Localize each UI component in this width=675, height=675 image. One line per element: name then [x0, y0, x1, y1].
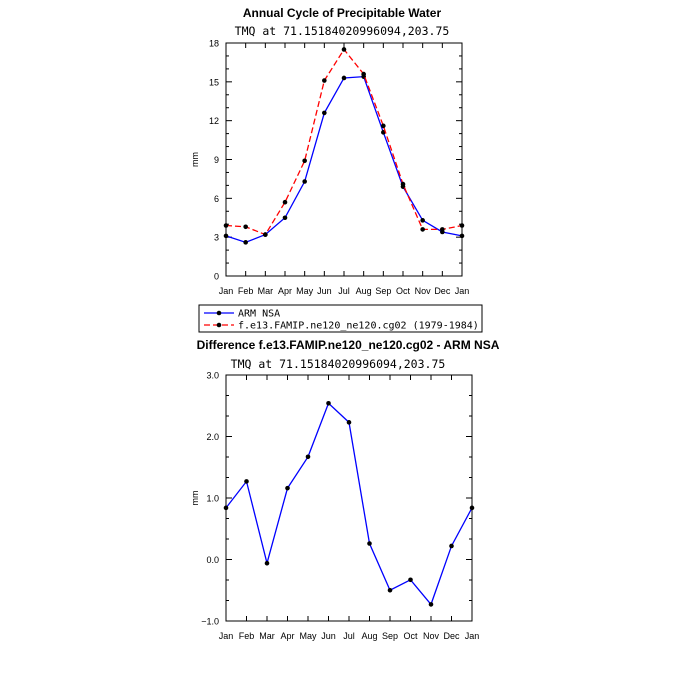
- data-point: [282, 215, 288, 221]
- data-point: [408, 577, 413, 583]
- y-tick-label: 6: [214, 194, 219, 204]
- legend-box: [198, 304, 483, 333]
- data-point: [341, 75, 347, 81]
- data-point: [440, 227, 445, 232]
- data-point: [326, 400, 331, 406]
- x-tick-label: Jul: [343, 631, 355, 641]
- y-tick-label: 18: [209, 39, 219, 49]
- y-tick-label: 0.0: [206, 555, 219, 565]
- x-tick-label: Aug: [361, 631, 377, 641]
- x-tick-label: Jan: [219, 286, 234, 296]
- y-tick-label: −1.0: [201, 617, 219, 627]
- data-point: [420, 227, 425, 232]
- chart1-plot: Jan Feb Mar Apr May Jun Jul Aug Sep Oct Nov Dec Jan0…: [190, 39, 469, 297]
- data-point: [428, 602, 434, 607]
- data-point: [459, 233, 465, 239]
- data-point: [223, 505, 229, 511]
- x-tick-label: Jun: [317, 286, 332, 296]
- y-tick-label: 0: [214, 272, 219, 282]
- x-tick-label: May: [296, 286, 314, 296]
- x-tick-label: Apr: [278, 286, 292, 296]
- x-tick-label: Jan: [219, 631, 234, 641]
- data-point: [305, 454, 311, 460]
- data-point: [341, 47, 347, 52]
- x-tick-label: Jul: [338, 286, 350, 296]
- data-point: [223, 233, 229, 239]
- chart1-title: Annual Cycle of Precipitable Water: [243, 6, 442, 20]
- data-point: [381, 123, 386, 129]
- x-tick-label: Oct: [403, 631, 418, 641]
- x-tick-label: Feb: [239, 631, 255, 641]
- y-axis-label: mm: [190, 152, 200, 167]
- y-tick-label: 3: [214, 233, 219, 243]
- data-point: [346, 420, 352, 425]
- x-tick-label: Sep: [375, 286, 391, 296]
- data-point: [282, 199, 288, 205]
- data-point: [322, 78, 327, 83]
- chart1-subtitle: TMQ at 71.15184020996094,203.75: [235, 24, 450, 38]
- data-point: [459, 223, 465, 228]
- data-point: [449, 543, 454, 549]
- y-tick-label: 2.0: [206, 432, 219, 442]
- x-tick-label: Nov: [415, 286, 432, 296]
- data-point: [285, 485, 290, 491]
- x-tick-label: Sep: [382, 631, 398, 641]
- data-point: [244, 479, 249, 484]
- x-tick-label: Aug: [356, 286, 372, 296]
- y-axis-label: mm: [190, 491, 200, 506]
- x-tick-label: Mar: [258, 286, 274, 296]
- x-tick-label: Jan: [465, 631, 480, 641]
- data-point: [243, 224, 248, 230]
- chart2-subtitle: TMQ at 71.15184020996094,203.75: [231, 357, 446, 371]
- x-tick-label: Mar: [259, 631, 275, 641]
- y-tick-label: 15: [209, 77, 219, 87]
- chart2-title: Difference f.e13.FAMIP.ne120_ne120.cg02 …: [197, 338, 500, 352]
- x-tick-label: Dec: [434, 286, 451, 296]
- data-point: [361, 71, 366, 77]
- data-point: [367, 541, 372, 546]
- legend-label-1: f.e13.FAMIP.ne120_ne120.cg02 (1979-1984): [238, 321, 479, 332]
- data-point: [420, 218, 425, 223]
- x-tick-label: Feb: [238, 286, 254, 296]
- y-tick-label: 1.0: [206, 494, 219, 504]
- data-point: [243, 240, 248, 245]
- data-point: [469, 505, 475, 511]
- series-line-0: [225, 402, 473, 606]
- data-point: [322, 110, 327, 116]
- legend-label-0: ARM NSA: [238, 309, 280, 320]
- x-tick-label: Jan: [455, 286, 470, 296]
- x-tick-label: May: [299, 631, 317, 641]
- y-tick-label: 12: [209, 116, 219, 126]
- plot-frame: [225, 374, 473, 622]
- data-point: [400, 181, 406, 187]
- series-line-0: [225, 75, 463, 244]
- x-tick-label: Oct: [396, 286, 411, 296]
- x-tick-label: Dec: [443, 631, 460, 641]
- data-point: [264, 560, 270, 566]
- x-tick-label: Apr: [280, 631, 294, 641]
- chart2-plot: Jan Feb Mar Apr May Jun Jul Aug Sep Oct Nov Dec Jan−…: [190, 371, 479, 642]
- x-tick-label: Nov: [423, 631, 440, 641]
- data-point: [387, 587, 393, 593]
- y-tick-label: 3.0: [206, 371, 219, 381]
- data-point: [302, 158, 307, 164]
- y-tick-label: 9: [214, 155, 219, 165]
- data-point: [223, 223, 229, 228]
- legend-marker-0: [216, 310, 222, 316]
- data-point: [263, 232, 268, 237]
- x-tick-label: Jun: [321, 631, 336, 641]
- data-point: [302, 179, 307, 184]
- legend-marker-1: [216, 322, 222, 328]
